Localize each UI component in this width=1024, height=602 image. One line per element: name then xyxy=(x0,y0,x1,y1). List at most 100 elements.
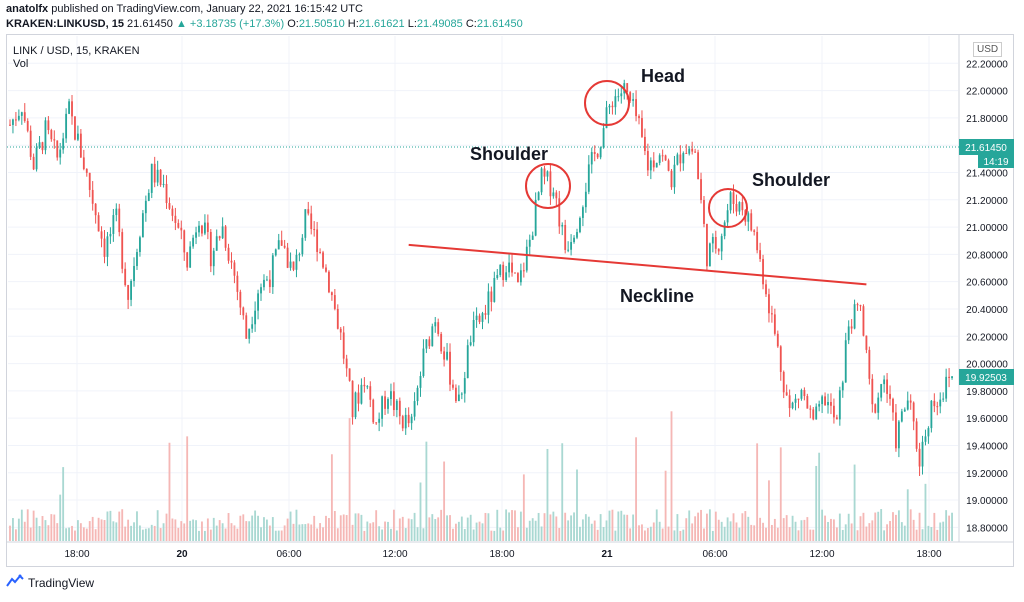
volume-bar xyxy=(133,522,135,541)
volume-bar xyxy=(514,510,516,541)
volume-bar xyxy=(360,514,363,541)
candle xyxy=(50,130,53,140)
candle xyxy=(519,270,522,283)
candle xyxy=(889,393,891,399)
candle xyxy=(455,387,457,402)
right-shoulder-circle xyxy=(708,188,748,228)
volume-bar xyxy=(171,518,174,541)
volume-bar xyxy=(218,520,221,541)
candle xyxy=(127,285,130,300)
candle xyxy=(874,404,877,413)
volume-bar xyxy=(800,520,803,541)
volume-bar xyxy=(292,523,295,541)
price-tick: 20.00000 xyxy=(966,360,1008,371)
footer-brand[interactable]: TradingView xyxy=(6,574,94,591)
volume-bar xyxy=(162,523,165,541)
volume-bar xyxy=(68,527,70,541)
volume-bar xyxy=(475,522,478,541)
volume-bar xyxy=(939,522,942,541)
candle xyxy=(694,151,697,153)
candle xyxy=(360,384,363,404)
candle xyxy=(124,268,127,286)
volume-bar xyxy=(564,512,567,541)
chart-frame[interactable] xyxy=(6,34,1014,567)
time-tick: 06:00 xyxy=(702,549,727,560)
candle xyxy=(590,152,593,165)
volume-bar xyxy=(570,515,573,541)
candle xyxy=(79,133,82,158)
candle xyxy=(248,328,251,339)
volume-bar xyxy=(457,521,460,541)
volume-bar xyxy=(463,529,466,541)
candle xyxy=(47,120,50,131)
candle xyxy=(700,179,702,201)
candle xyxy=(218,236,221,239)
candle xyxy=(224,226,227,248)
candle xyxy=(133,265,135,281)
price-tick: 21.40000 xyxy=(966,168,1008,179)
candle xyxy=(425,339,428,349)
candle xyxy=(336,308,339,329)
volume-bar xyxy=(794,521,797,541)
candle xyxy=(136,252,138,266)
volume-bar xyxy=(94,529,97,541)
candle xyxy=(292,261,295,270)
volume-bar xyxy=(449,515,451,541)
volume-bar xyxy=(540,526,543,541)
volume-bar xyxy=(835,527,838,541)
candle xyxy=(183,230,186,253)
volume-bar xyxy=(271,517,274,541)
volume-bar xyxy=(369,523,372,541)
candle xyxy=(868,349,871,379)
volume-bar xyxy=(316,528,319,541)
volume-bar xyxy=(277,530,280,541)
time-axis: 18:00 20 06:00 12:00 18:00 21 06:00 12:00 18:00 xyxy=(64,549,941,560)
volume-bar xyxy=(47,525,50,541)
price-tick: 21.80000 xyxy=(966,114,1008,125)
currency-badge[interactable]: USD xyxy=(973,42,1003,57)
volume-bar xyxy=(933,512,936,541)
candle xyxy=(413,401,416,417)
candle xyxy=(723,222,726,237)
candle xyxy=(251,324,254,329)
volume-bar xyxy=(561,443,564,541)
volume-bar xyxy=(127,519,130,541)
volume-bar xyxy=(410,519,413,541)
volume-bar xyxy=(422,528,425,541)
candle xyxy=(939,399,942,407)
candle xyxy=(452,384,454,388)
candle xyxy=(106,236,109,257)
candle xyxy=(215,236,218,251)
volume-bar xyxy=(469,514,472,541)
time-tick: 18:00 xyxy=(916,549,941,560)
volume-bar xyxy=(310,524,313,541)
volume-bar xyxy=(466,517,469,541)
candle xyxy=(434,322,437,327)
candle xyxy=(697,152,699,180)
volume-bar xyxy=(599,514,602,541)
right-shoulder-label: Shoulder xyxy=(752,170,830,190)
volume-bar xyxy=(280,530,283,541)
volume-bar xyxy=(62,467,65,541)
candle xyxy=(720,236,723,252)
candle xyxy=(942,398,945,400)
volume-bar xyxy=(697,512,699,541)
volume-bar xyxy=(82,527,85,541)
volume-bar xyxy=(12,518,14,541)
volume-bar xyxy=(209,529,212,541)
volume-bar xyxy=(91,516,94,541)
volume-bar xyxy=(915,529,918,541)
volume-bar xyxy=(381,529,384,541)
volume-bar xyxy=(806,517,809,541)
candle xyxy=(581,207,584,218)
candle xyxy=(254,310,257,325)
candle xyxy=(927,428,930,437)
low-label: L: xyxy=(407,18,417,30)
candle xyxy=(918,448,921,467)
volume-bar xyxy=(768,480,770,541)
candle xyxy=(316,229,319,252)
volume-bar xyxy=(694,516,697,541)
volume-bar xyxy=(511,510,513,541)
volume-bar xyxy=(581,519,584,541)
